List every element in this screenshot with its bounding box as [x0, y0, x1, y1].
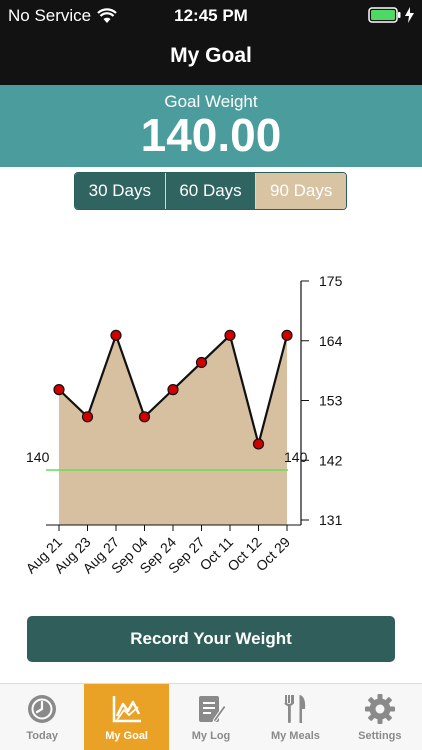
goal-line-left-label: 140: [26, 449, 50, 465]
data-point: [81, 411, 94, 423]
fork-knife-icon: [278, 692, 312, 726]
charging-bolt-icon: [405, 7, 414, 23]
y-tick-label: 142: [319, 452, 343, 468]
data-point: [281, 329, 293, 341]
y-tick-label: 131: [319, 512, 343, 528]
data-point: [110, 329, 122, 341]
record-weight-button[interactable]: Record Your Weight: [27, 616, 395, 662]
data-point: [53, 384, 65, 396]
tab-today[interactable]: Today: [0, 684, 84, 750]
battery-icon: [368, 7, 401, 23]
tab-settings[interactable]: Settings: [338, 684, 422, 750]
tab-my-meals-label: My Meals: [270, 730, 320, 742]
tab-my-goal[interactable]: My Goal: [84, 684, 169, 750]
data-point: [167, 384, 179, 396]
segment-30-days[interactable]: 30 Days: [75, 173, 166, 209]
tab-settings-label: Settings: [358, 730, 402, 742]
goal-banner: Goal Weight 140.00: [0, 85, 422, 167]
carrier-label: No Service: [8, 6, 92, 25]
segment-60-days[interactable]: 60 Days: [165, 173, 257, 209]
goal-weight-label: Goal Weight: [164, 92, 258, 111]
gear-icon: [363, 692, 397, 726]
tab-bar: Today My Goal My Log: [0, 683, 422, 750]
range-segmented-control: 30 Days 60 Days 90 Days: [74, 172, 347, 210]
chart-icon: [110, 692, 144, 726]
status-time: 12:45 PM: [174, 6, 248, 25]
status-bar: No Service 12:45 PM: [0, 0, 422, 32]
notebook-pencil-icon: [194, 692, 228, 726]
tab-my-goal-label: My Goal: [105, 730, 148, 742]
segment-90-days[interactable]: 90 Days: [256, 173, 346, 209]
data-point: [224, 329, 236, 341]
tab-today-label: Today: [26, 730, 58, 742]
carrier-group: No Service: [8, 6, 117, 26]
y-tick-label: 153: [319, 393, 343, 409]
data-point: [138, 411, 151, 423]
clock-icon: [25, 692, 59, 726]
y-tick-label: 164: [319, 333, 343, 349]
weight-chart: 175 164 153 142 131 140 140 Aug 21 Aug 23 Aug 27 S…: [0, 265, 422, 595]
chart-area-fill: [59, 335, 287, 525]
data-point: [195, 356, 208, 369]
tab-my-meals[interactable]: My Meals: [253, 684, 337, 750]
tab-my-log-label: My Log: [191, 730, 231, 742]
wifi-icon: [97, 8, 117, 23]
top-bar: No Service 12:45 PM My Goal: [0, 0, 422, 85]
goal-line-right-label: 140: [284, 449, 308, 465]
tab-my-log[interactable]: My Log: [169, 684, 253, 750]
page-title: My Goal: [170, 44, 252, 67]
battery-group: [368, 7, 414, 23]
goal-weight-value: 140.00: [140, 109, 282, 161]
data-point: [252, 438, 265, 450]
y-tick-label: 175: [319, 273, 343, 289]
